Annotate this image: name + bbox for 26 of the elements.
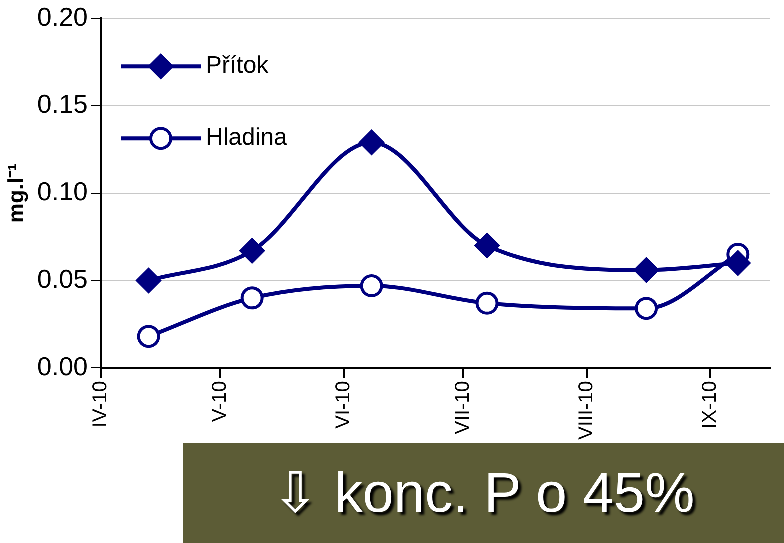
point xyxy=(726,250,751,276)
text: ⇩ konc. P o 45% xyxy=(183,443,784,543)
x-tick-label: VIII-10 xyxy=(575,381,598,440)
point xyxy=(634,258,660,283)
x-tick-label: IX-10 xyxy=(698,381,721,429)
point xyxy=(240,286,264,310)
y-tick-label: 0.20 xyxy=(37,2,88,32)
y-tick-label: 0.15 xyxy=(37,89,88,120)
x-tick-label: IV-10 xyxy=(90,381,112,428)
x-tick-label: V-10 xyxy=(208,381,231,422)
x-tick-label: VI-10 xyxy=(332,381,354,429)
point xyxy=(359,130,384,156)
y-axis-title: mg.l⁻¹ xyxy=(3,164,28,224)
point xyxy=(240,238,265,264)
point xyxy=(137,325,160,348)
point xyxy=(635,297,658,320)
point xyxy=(476,292,499,315)
x-tick-label: VII-10 xyxy=(452,381,474,434)
y-tick-label: 0.00 xyxy=(37,351,88,382)
point xyxy=(360,274,384,298)
point xyxy=(136,268,162,294)
legend-label: Přítok xyxy=(206,52,270,80)
y-tick-label: 0.10 xyxy=(37,176,88,207)
legend-label: Hladina xyxy=(206,124,288,152)
y-tick-label: 0.05 xyxy=(37,264,88,294)
point xyxy=(474,233,500,258)
